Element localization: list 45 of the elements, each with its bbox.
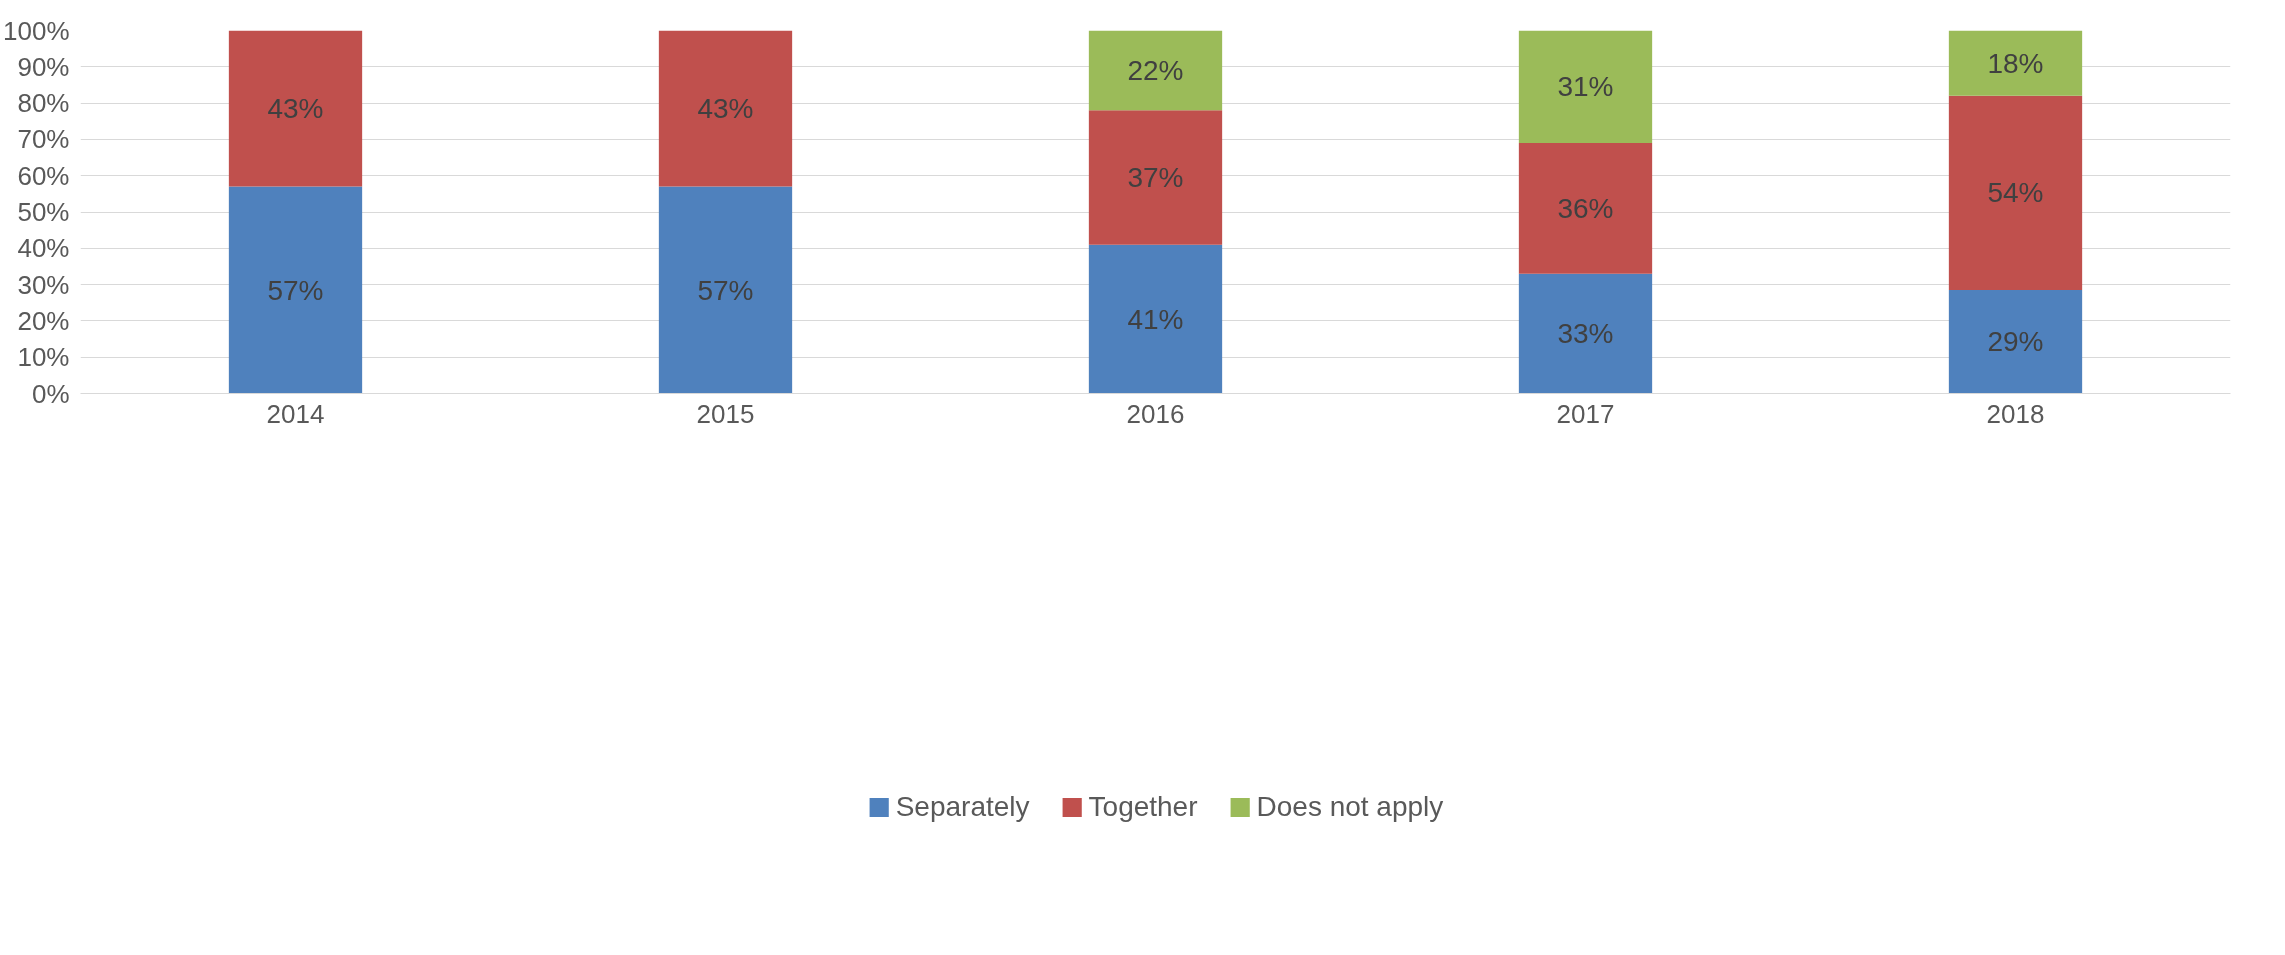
y-tick-label: 80% <box>17 88 70 119</box>
data-label: 22% <box>1127 54 1184 86</box>
legend-label: Does not apply <box>1256 791 1444 823</box>
data-label: 36% <box>1557 192 1614 224</box>
bar <box>1948 95 2083 291</box>
data-label: 43% <box>267 93 324 125</box>
y-tick-label: 50% <box>17 197 70 227</box>
y-tick-label: 100% <box>3 15 70 46</box>
x-tick-label: 2015 <box>696 398 755 429</box>
y-tick-label: 20% <box>17 305 70 336</box>
bar <box>1088 244 1223 394</box>
bar <box>658 30 793 187</box>
x-tick-label: 2017 <box>1556 398 1615 429</box>
bar <box>1948 290 2083 394</box>
bar <box>228 30 363 187</box>
bar <box>658 186 793 394</box>
legend-label: Together <box>1088 791 1198 823</box>
legend-label: Separately <box>895 791 1030 823</box>
y-tick-label: 10% <box>17 342 70 373</box>
y-tick-label: 70% <box>17 124 70 155</box>
x-tick-label: 2018 <box>1986 398 2045 429</box>
bar <box>1948 30 2083 96</box>
y-tick-label: 30% <box>17 269 70 300</box>
data-label: 41% <box>1127 303 1184 335</box>
y-tick-label: 0% <box>31 378 70 409</box>
bar <box>1088 30 1223 111</box>
data-label: 31% <box>1557 71 1614 103</box>
data-label: 54% <box>1987 177 2044 209</box>
data-label: 33% <box>1557 318 1614 350</box>
bar <box>1088 110 1223 245</box>
y-tick-label: 90% <box>17 51 70 82</box>
bar <box>1518 143 1653 274</box>
y-tick-label: 60% <box>17 160 70 191</box>
bar <box>228 186 363 394</box>
data-label: 57% <box>267 274 324 306</box>
data-label: 37% <box>1127 162 1184 194</box>
x-tick-label: 2016 <box>1126 398 1185 429</box>
data-label: 18% <box>1987 47 2044 79</box>
data-label: 29% <box>1987 326 2044 358</box>
bar <box>1518 273 1653 394</box>
data-label: 43% <box>697 93 754 125</box>
data-label: 57% <box>697 274 754 306</box>
bar <box>1518 30 1653 144</box>
x-tick-label: 2014 <box>266 398 325 429</box>
y-tick-label: 40% <box>17 233 70 264</box>
